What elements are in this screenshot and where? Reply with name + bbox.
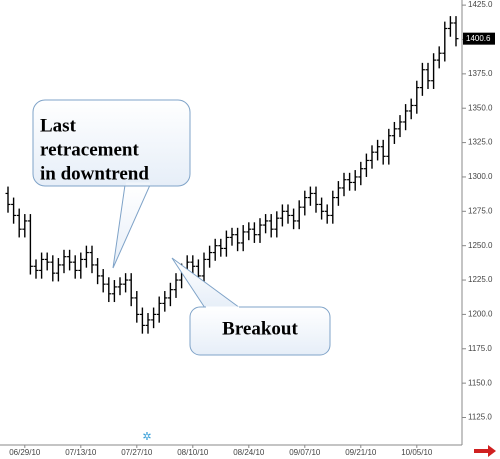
y-tick-label: 1350.0 <box>468 103 493 112</box>
y-tick-label: 1300.0 <box>468 172 493 181</box>
callout-tail <box>112 184 151 269</box>
y-tick-label: 1150.0 <box>468 378 492 387</box>
annotation-text: Breakout <box>222 318 298 339</box>
marker-icon: ✲ <box>142 431 151 443</box>
last-price-box <box>463 32 495 45</box>
x-tick-label: 07/27/10 <box>121 448 153 457</box>
annotation-text: Last <box>40 115 77 136</box>
x-tick-label: 08/10/10 <box>177 448 209 457</box>
x-tick-label: 10/05/10 <box>401 448 433 457</box>
x-tick-label: 07/13/10 <box>65 448 97 457</box>
annotation-text: in downtrend <box>40 163 149 184</box>
callout-box <box>189 306 331 356</box>
annotation-text: retracement <box>40 139 139 160</box>
x-tick-label: 08/24/10 <box>233 448 265 457</box>
x-tick-label: 09/21/10 <box>345 448 377 457</box>
x-tick-label: 09/07/10 <box>289 448 321 457</box>
annotations: Last retracement in downtrend Breakout <box>40 115 298 339</box>
x-tick-label: 06/29/10 <box>9 448 41 457</box>
y-tick-label: 1200.0 <box>468 310 493 319</box>
y-tick-label: 1375.0 <box>468 69 493 78</box>
y-tick-label: 1125.0 <box>468 413 492 422</box>
y-tick-label: 1425.0 <box>468 0 493 9</box>
y-tick-label: 1225.0 <box>468 275 493 284</box>
y-tick-label: 1325.0 <box>468 138 493 147</box>
scroll-arrow[interactable] <box>474 445 496 457</box>
y-tick-label: 1250.0 <box>468 241 493 250</box>
last-price-label: 1400.6 <box>466 34 491 43</box>
y-tick-label: 1175.0 <box>468 344 492 353</box>
bars <box>5 16 459 334</box>
callout-box <box>32 99 191 187</box>
y-tick-label: 1275.0 <box>468 206 493 215</box>
